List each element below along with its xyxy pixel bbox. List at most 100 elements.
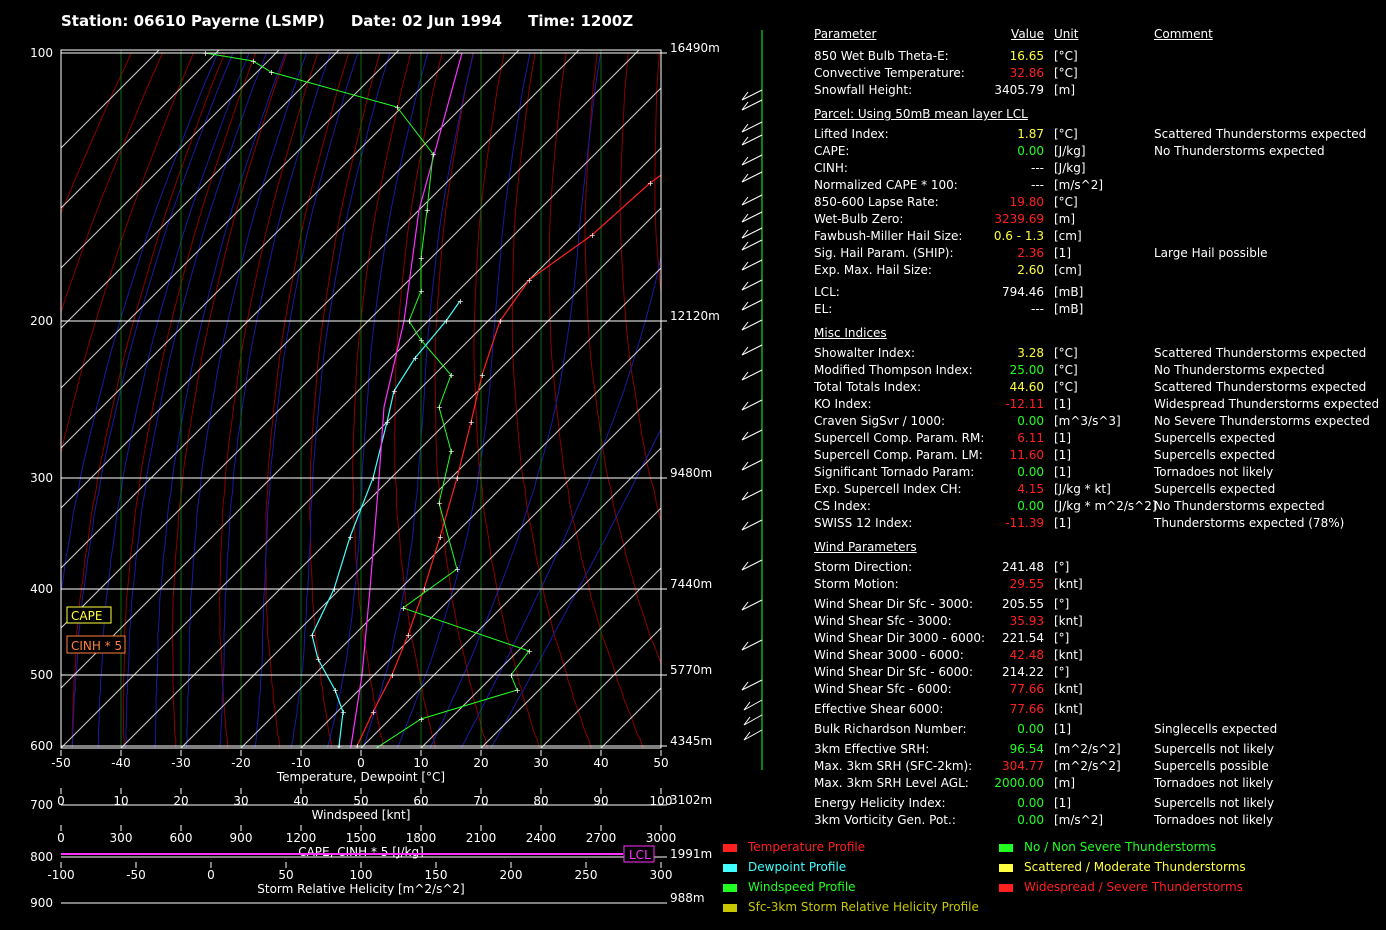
pressure-tick-label: 300 bbox=[30, 471, 53, 485]
moist-adiabat bbox=[97, 52, 250, 748]
dewpoint-line-point: + bbox=[340, 708, 347, 717]
isotherm bbox=[180, 267, 661, 748]
chart-title: Station: 06610 Payerne (LSMP) Date: 02 J… bbox=[61, 12, 633, 30]
windspeed-point: + bbox=[250, 57, 257, 66]
wind-barb bbox=[741, 319, 763, 331]
axis-tick-label: 40 bbox=[593, 756, 608, 770]
wind-barb bbox=[741, 89, 763, 101]
temperature-line-point: + bbox=[354, 742, 361, 751]
dewpoint-line bbox=[311, 300, 461, 748]
wind-barb bbox=[741, 344, 763, 356]
dry-adiabat bbox=[473, 52, 541, 748]
axis-tick-label: 2400 bbox=[526, 831, 557, 845]
moist-adiabat bbox=[254, 52, 359, 748]
wind-barb bbox=[741, 227, 763, 239]
dewpoint-line-point: + bbox=[315, 655, 322, 664]
wind-barb-flag bbox=[741, 301, 749, 311]
wind-barb-flag bbox=[741, 213, 749, 223]
moist-adiabat bbox=[490, 427, 661, 748]
moist-adiabat bbox=[396, 52, 531, 748]
dewpoint-line-point: + bbox=[267, 907, 274, 916]
dry-adiabat bbox=[752, 53, 1127, 930]
isotherm bbox=[61, 50, 580, 569]
axis-tick-label: 0 bbox=[207, 868, 215, 882]
cinh-label: CINH * 5 bbox=[71, 639, 122, 653]
axis-tick-label: 300 bbox=[650, 868, 673, 882]
dry-adiabat bbox=[61, 52, 194, 455]
dry-adiabat bbox=[1125, 53, 1386, 930]
wind-barb bbox=[741, 459, 763, 471]
wind-barb-flag bbox=[741, 521, 749, 531]
axis-tick-label: 150 bbox=[425, 868, 448, 882]
axis-tick-label: 20 bbox=[173, 794, 188, 808]
moist-adiabat bbox=[326, 52, 429, 748]
wind-barb bbox=[741, 171, 763, 183]
pressure-tick-label: 900 bbox=[30, 896, 53, 910]
axis-tick-label: 60 bbox=[413, 794, 428, 808]
dewpoint-line-point: + bbox=[332, 686, 339, 695]
windspeed-point: + bbox=[436, 403, 443, 412]
wind-barb-flag bbox=[741, 123, 749, 133]
dry-adiabat bbox=[908, 53, 1386, 930]
wind-barb-flag bbox=[741, 261, 749, 271]
windspeed-point: + bbox=[190, 876, 197, 885]
wind-barb-flag bbox=[743, 701, 751, 711]
dry-adiabat bbox=[619, 52, 661, 522]
moist-adiabat bbox=[71, 52, 234, 748]
cinh-box bbox=[66, 635, 126, 654]
height-label: 16490m bbox=[670, 41, 720, 55]
pressure-tick-label: 100 bbox=[30, 46, 53, 60]
wind-barb-flag bbox=[741, 641, 749, 651]
temperature-line-point: + bbox=[322, 828, 329, 837]
pressure-tick-label: 800 bbox=[30, 850, 53, 864]
wind-barb-flag bbox=[741, 401, 749, 411]
wind-barb bbox=[741, 639, 763, 651]
axis-tick-label: -50 bbox=[126, 868, 146, 882]
isotherm bbox=[240, 327, 661, 748]
temperature-line bbox=[355, 174, 661, 748]
axis-tick-label: 10 bbox=[113, 794, 128, 808]
dry-adiabat bbox=[815, 53, 1250, 930]
wind-barb bbox=[741, 279, 763, 291]
isotherm bbox=[300, 387, 661, 748]
axis-tick-label: -50 bbox=[51, 756, 71, 770]
isotherm bbox=[600, 687, 661, 748]
moist-adiabat bbox=[219, 52, 331, 748]
dewpoint-line-point: + bbox=[275, 923, 282, 930]
windspeed-point: + bbox=[130, 911, 137, 920]
axis-tick-label: 0 bbox=[57, 831, 65, 845]
wind-barb-flag bbox=[743, 716, 751, 726]
wind-barb-flag bbox=[741, 101, 749, 111]
dry-adiabat bbox=[549, 52, 644, 748]
axis-tick-label: -40 bbox=[111, 756, 131, 770]
dry-adiabat bbox=[265, 52, 350, 748]
isotherm bbox=[540, 627, 661, 748]
windspeed-point: + bbox=[418, 287, 425, 296]
station-label: Station: 06610 Payerne (LSMP) bbox=[61, 12, 325, 30]
axis-tick-label: 100 bbox=[350, 868, 373, 882]
dry-adiabat bbox=[218, 52, 319, 748]
axis-tick-label: 30 bbox=[533, 756, 548, 770]
isotherm bbox=[360, 447, 661, 748]
temperature-line-point: + bbox=[370, 708, 377, 717]
isotherm bbox=[61, 147, 661, 748]
wind-barb-flag bbox=[743, 731, 751, 741]
height-label: 12120m bbox=[670, 309, 720, 323]
wind-barb-flag bbox=[741, 156, 749, 166]
wind-barb-flag bbox=[741, 371, 749, 381]
temperature-line-point: + bbox=[468, 418, 475, 427]
axis-tick-label: 250 bbox=[575, 868, 598, 882]
windspeed-point: + bbox=[202, 49, 209, 58]
wind-barb bbox=[741, 211, 763, 223]
dry-adiabat bbox=[784, 53, 1189, 930]
wind-barb bbox=[741, 599, 763, 611]
wind-barb bbox=[741, 519, 763, 531]
dry-adiabat bbox=[846, 53, 1311, 930]
axis-tick-label: 50 bbox=[278, 868, 293, 882]
axis-tick-label: 50 bbox=[353, 794, 368, 808]
axis-tick-label: 80 bbox=[533, 794, 548, 808]
isotherm bbox=[480, 567, 661, 748]
wind-barb-flag bbox=[741, 346, 749, 356]
cinh-trace bbox=[61, 917, 400, 919]
axis-tick-label: 300 bbox=[110, 831, 133, 845]
